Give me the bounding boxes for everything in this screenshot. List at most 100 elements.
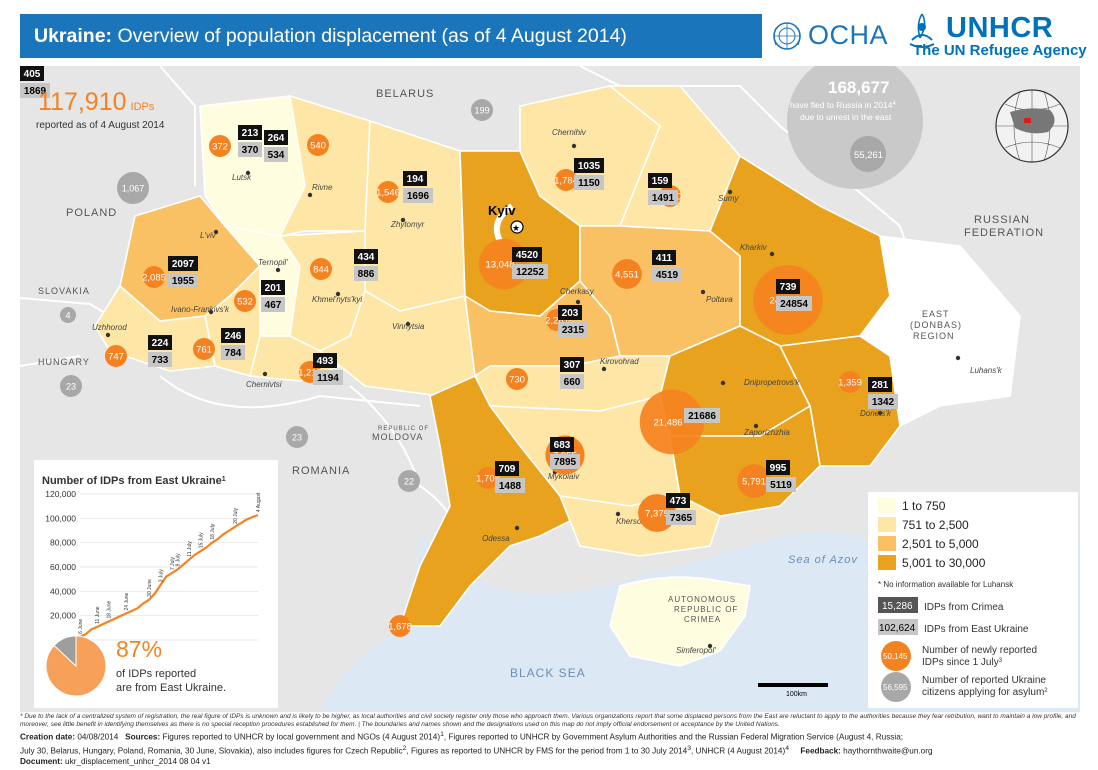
oblast-marker-volyn: 372 213 370 — [209, 125, 262, 157]
map-panel: BELARUS POLAND RUSSIAN FEDERATION SLOVAK… — [20, 66, 1080, 712]
oblast-marker-zhytomyr: 1,546 194 1696 — [376, 171, 433, 203]
legend-asylum-circle — [881, 672, 911, 702]
crimea-value: 203 — [562, 308, 579, 319]
feedback-value: haythornthwaite@un.org — [840, 746, 933, 756]
crimea-box — [574, 158, 604, 173]
new-idps-value: 2,085 — [142, 273, 166, 284]
city-label: Chernihiv — [552, 128, 587, 137]
city-label: L'viv — [200, 231, 217, 240]
new-idps-value: 747 — [108, 352, 124, 363]
country-label-east-1: EAST — [922, 309, 950, 319]
crimea-box — [512, 247, 542, 262]
sources-sup-2: 2 — [402, 744, 407, 752]
crimea-value: 281 — [872, 380, 889, 391]
russia-circle — [787, 66, 923, 189]
east-box — [766, 477, 796, 492]
asylum-circle-5: 22 — [398, 470, 420, 492]
chart-date-label: 18 July — [210, 523, 216, 539]
legend-swatch — [878, 498, 896, 513]
asylum-circle-label: 23 — [292, 433, 302, 443]
crimea-value: 411 — [656, 253, 673, 264]
new-idps-value: 1,359 — [838, 378, 862, 389]
total-idps-value: 117,910 IDPs — [38, 88, 155, 116]
new-idps-value: 372 — [212, 142, 228, 153]
asylum-circle-0: 199 — [471, 99, 493, 121]
city-dot-icon — [307, 192, 313, 198]
neighbour-asylum-group: 199 1,067 4 23 23 22 — [60, 99, 493, 492]
east-box — [264, 147, 288, 162]
east-box — [354, 266, 378, 281]
legend-swatch — [878, 555, 896, 570]
new-idps-value: 21,486 — [653, 418, 682, 429]
new-idps-bubble — [477, 467, 499, 489]
new-idps-value: 761 — [196, 345, 212, 356]
border-poland — [159, 66, 196, 186]
east-value: 784 — [225, 348, 242, 359]
legend-range-label: 751 to 2,500 — [902, 518, 969, 532]
city-label: Sumy — [718, 194, 739, 203]
oblast-marker-ivano-frankivsk: 761 246 784 — [193, 328, 245, 360]
new-idps-bubble — [506, 368, 528, 390]
east-value: 1869 — [24, 86, 47, 97]
footer-document: Document: ukr_displacement_unhcr_2014 08… — [20, 756, 1080, 767]
feedback-label: Feedback: — [800, 746, 841, 756]
asylum-circle-2: 4 — [60, 307, 76, 323]
city-label: Ivano-Frankivs'k — [171, 305, 230, 314]
city-label: Dnipropetrovs'k — [744, 378, 800, 387]
new-idps-bubble — [555, 169, 577, 191]
crimea-value: 434 — [358, 252, 375, 263]
city-label: Zhytomyr — [390, 220, 425, 229]
city-dot-icon — [208, 309, 214, 315]
map-svg: BELARUS POLAND RUSSIAN FEDERATION SLOVAK… — [20, 66, 1080, 712]
legend-range-label: 1 to 750 — [902, 499, 946, 513]
country-label-belarus: BELARUS — [376, 88, 434, 100]
crimea-box — [354, 249, 378, 264]
unhcr-logo-text: UNHCR — [946, 12, 1054, 44]
border-romania — [159, 375, 421, 409]
east-value: 24854 — [780, 299, 808, 310]
city-dot-icon — [105, 332, 111, 338]
legend-range-label: 5,001 to 30,000 — [902, 556, 986, 570]
crimea-label-3: CRIMEA — [684, 615, 721, 624]
east-box — [666, 510, 696, 525]
idp-chart: 020,00040,00060,00080,000100,000120,0006… — [45, 489, 262, 645]
oblast-marker-zakarpattia: 747 224 733 — [105, 335, 172, 367]
crimea-value: 159 — [652, 176, 669, 187]
new-idps-value: 1,678 — [388, 622, 412, 633]
sources-sup-3: 3 — [687, 744, 691, 752]
new-idps-value: 540 — [310, 141, 326, 152]
new-idps-bubble — [639, 389, 705, 455]
new-idps-bubble — [105, 345, 127, 367]
city-label: Simferopol' — [676, 646, 716, 655]
new-idps-value: 1,546 — [376, 188, 400, 199]
pie-line-2: are from East Ukraine. — [116, 682, 226, 694]
city-label: Poltava — [706, 295, 733, 304]
east-box — [648, 190, 678, 205]
chart-y-tick: 20,000 — [50, 611, 76, 621]
sources-sup-4: 4 — [785, 744, 790, 752]
legend-east-value: 102,624 — [879, 623, 916, 634]
city-dot-icon — [720, 380, 726, 386]
total-idps-sub: reported as of 4 August 2014 — [36, 120, 165, 131]
crimea-value: 264 — [268, 133, 285, 144]
oblast-marker-dnipropetrovsk: 7,9556837895 — [545, 435, 585, 475]
country-label-hungary: HUNGARY — [38, 357, 90, 367]
country-label-russia-1: RUSSIAN — [974, 214, 1030, 226]
city-label: Kharkiv — [740, 243, 768, 252]
east-box — [495, 478, 525, 493]
crimea-box — [221, 328, 245, 343]
sources-line-2b: , Figures as reported to UNHCR by FMS fo… — [406, 746, 688, 756]
legend-crimea-value: 15,286 — [882, 601, 913, 612]
chart-date-label: 4 August — [256, 492, 262, 512]
east-value: 886 — [358, 269, 375, 280]
new-idps-bubble — [612, 259, 642, 289]
crimea-box — [495, 461, 519, 476]
east-value: 534 — [268, 150, 285, 161]
chart-date-label: 3 July — [158, 569, 164, 583]
scale-label: 100km — [786, 691, 807, 698]
oblast-crimea — [609, 576, 751, 667]
